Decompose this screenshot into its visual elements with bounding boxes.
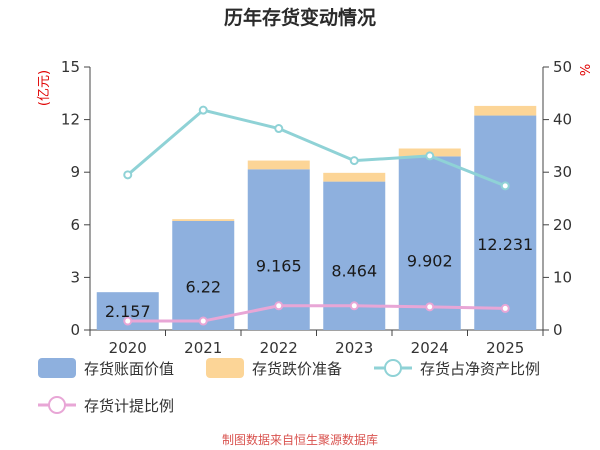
x-tick-label: 2024 [411, 339, 449, 357]
legend-label: 存货占净资产比例 [420, 360, 540, 378]
bar-value-labels: 2.157 6.22 9.165 8.464 9.902 12.231 [105, 235, 533, 321]
legend-swatch [38, 358, 76, 378]
bar-inventory-impairment [323, 172, 386, 182]
left-tick-label: 12 [61, 111, 80, 129]
bar-value-label: 6.22 [185, 277, 221, 296]
bar-value-label: 8.464 [331, 262, 377, 281]
point-provision-ratio [425, 302, 435, 312]
right-axis-title: % [579, 64, 594, 76]
right-tick-label: 20 [553, 216, 572, 234]
bar-value-label: 2.157 [105, 302, 151, 321]
x-tick-label: 2020 [109, 339, 147, 357]
left-tick-label: 6 [70, 216, 80, 234]
point-net-asset-ratio [274, 124, 284, 134]
bar-inventory-impairment [474, 105, 537, 116]
x-tick-label: 2022 [260, 339, 298, 357]
x-tick-label: 2021 [184, 339, 222, 357]
right-tick-label: 30 [553, 163, 572, 181]
legend-marker [48, 396, 66, 414]
bar-inventory-book-value [398, 156, 461, 330]
line-inventory-provision-ratio [127, 304, 506, 323]
line-series [123, 105, 510, 326]
right-tick-label: 40 [553, 111, 572, 129]
bar-value-label: 9.165 [256, 257, 302, 276]
bar-value-label: 9.902 [407, 252, 453, 271]
left-axis-title: (亿元) [37, 70, 52, 106]
chart-title: 历年存货变动情况 [224, 6, 376, 29]
point-net-asset-ratio [500, 181, 510, 191]
bar-inventory-impairment [172, 219, 235, 221]
source-note: 制图数据来自恒生聚源数据库 [222, 432, 378, 447]
right-tick-label: 50 [553, 58, 572, 76]
left-tick-label: 3 [70, 268, 80, 286]
legend-label: 存货跌价准备 [252, 360, 342, 378]
right-tick-label: 0 [553, 321, 563, 339]
left-tick-label: 15 [61, 58, 80, 76]
x-tick-label: 2023 [335, 339, 373, 357]
line-inventory-net-asset-ratio [126, 108, 506, 188]
point-net-asset-ratio [425, 151, 435, 161]
point-provision-ratio [500, 303, 510, 313]
point-net-asset-ratio [123, 170, 133, 180]
left-tick-label: 9 [70, 163, 80, 181]
bar-inventory-impairment [247, 160, 310, 170]
bar-inventory-book-value [172, 220, 235, 330]
point-provision-ratio [198, 316, 208, 326]
right-tick-label: 10 [553, 268, 572, 286]
legend-swatch [206, 358, 244, 378]
point-net-asset-ratio [349, 156, 359, 166]
bar-value-label: 12.231 [477, 235, 533, 254]
point-provision-ratio [123, 316, 133, 326]
chart-axes: 0 3 6 9 12 15 0 10 20 30 40 50 2020 2021 2022 2023 2024 2… [61, 58, 572, 357]
point-provision-ratio [274, 301, 284, 311]
point-provision-ratio [349, 301, 359, 311]
legend-marker [384, 359, 402, 377]
point-net-asset-ratio [198, 105, 208, 115]
bar-inventory-book-value [474, 115, 537, 330]
x-tick-label: 2025 [486, 339, 524, 357]
legend-label: 存货账面价值 [84, 360, 174, 378]
legend-label: 存货计提比例 [84, 397, 174, 415]
bar-series [96, 105, 537, 330]
left-tick-label: 0 [70, 321, 80, 339]
